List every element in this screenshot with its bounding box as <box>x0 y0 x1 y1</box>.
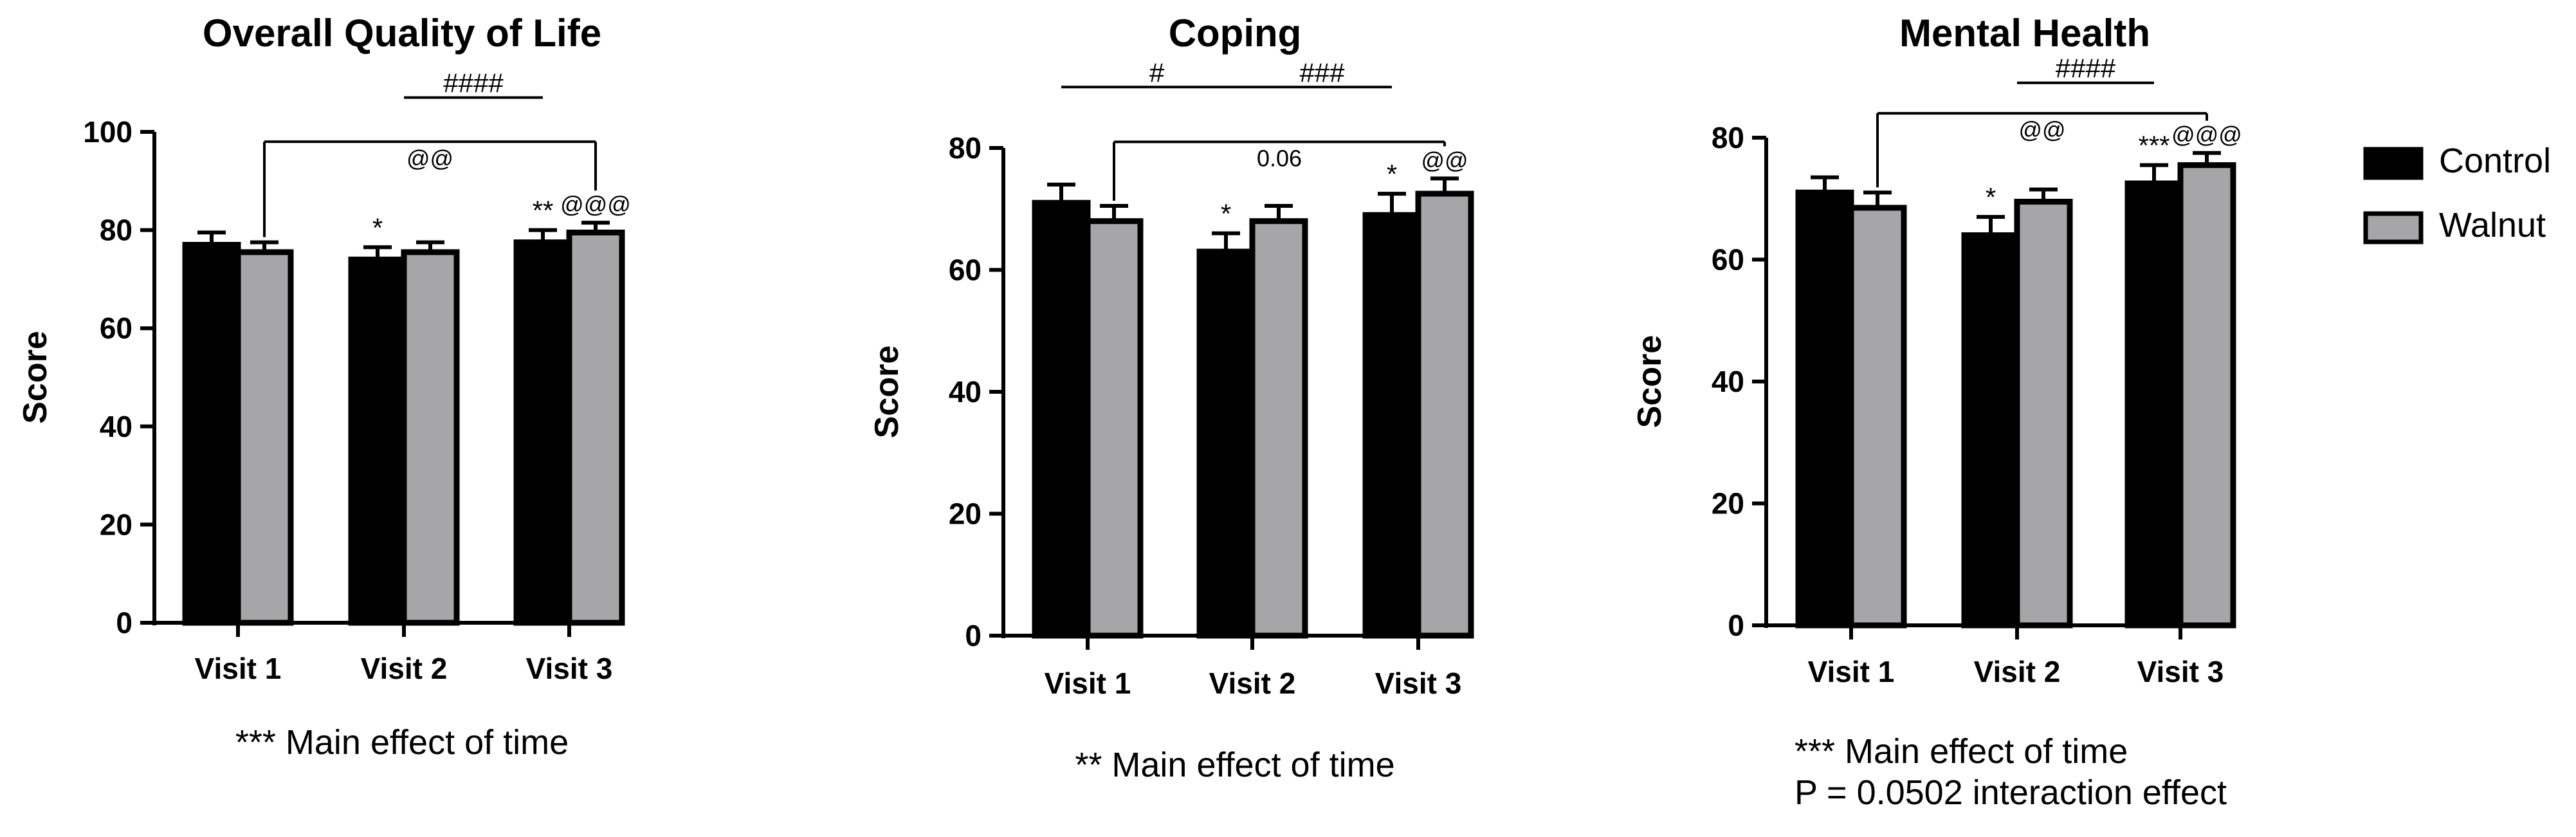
bar-walnut-visit-3 <box>566 229 625 626</box>
footnote-text: *** Main effect of time <box>1795 732 2128 771</box>
bar-control-visit-2 <box>1961 232 2020 629</box>
bar-walnut-visit-3 <box>2177 162 2236 629</box>
y-tick-label: 100 <box>83 115 132 149</box>
x-category-label: Visit 3 <box>1375 667 1462 700</box>
bar-walnut-visit-1 <box>1848 205 1907 629</box>
y-tick-label: 60 <box>100 311 132 345</box>
significance-marker: * <box>1986 182 1996 212</box>
chart-panel-1: Overall Quality of Life Score 0 20 40 60 80 100… <box>17 12 631 762</box>
y-tick-label: 20 <box>100 508 132 541</box>
bracket-label: @@ <box>2018 116 2065 143</box>
chart-title: Mental Health <box>1899 12 2150 55</box>
bar-control-visit-1 <box>182 241 241 626</box>
bar-control-visit-2 <box>348 256 407 626</box>
significance-marker: * <box>1387 159 1397 189</box>
significance-marker: @@@ <box>560 191 631 217</box>
legend-swatch-control <box>2363 147 2424 180</box>
y-tick-label: 20 <box>949 497 982 531</box>
y-tick-label: 80 <box>100 214 132 247</box>
bracket-label: #### <box>2056 53 2116 84</box>
x-category-label: Visit 1 <box>1808 655 1895 688</box>
bracket-label: # <box>1149 57 1165 87</box>
x-category-label: Visit 2 <box>1209 667 1296 700</box>
significance-marker: *** <box>2138 131 2170 161</box>
y-tick-label: 40 <box>1712 365 1744 398</box>
bracket-label: ### <box>1299 57 1345 87</box>
chart-title: Overall Quality of Life <box>203 12 601 55</box>
footnote-text: *** Main effect of time <box>235 723 569 762</box>
legend-label-walnut: Walnut <box>2439 206 2546 244</box>
bar-walnut-visit-1 <box>235 249 294 626</box>
significance-marker: ** <box>533 196 554 226</box>
bar-control-visit-1 <box>1032 199 1091 639</box>
y-tick-label: 20 <box>1712 487 1744 520</box>
bar-walnut-visit-1 <box>1084 218 1144 639</box>
significance-marker: * <box>1221 199 1231 229</box>
y-tick-label: 0 <box>965 619 982 652</box>
y-tick-label: 80 <box>1712 121 1744 154</box>
x-category-label: Visit 1 <box>1045 667 1131 700</box>
bar-walnut-visit-2 <box>401 249 460 626</box>
bar-control-visit-3 <box>513 239 572 626</box>
y-tick-label: 60 <box>1712 243 1744 277</box>
bracket-label: 0.06 <box>1257 145 1302 172</box>
bar-control-visit-2 <box>1196 248 1256 639</box>
bar-walnut-visit-2 <box>1249 218 1308 639</box>
bracket-label: #### <box>443 68 504 98</box>
x-category-label: Visit 1 <box>195 652 282 685</box>
x-category-label: Visit 2 <box>1974 655 2061 688</box>
bracket-label: @@ <box>406 145 453 171</box>
footnote-text: P = 0.0502 interaction effect <box>1795 773 2227 812</box>
legend-label-control: Control <box>2439 142 2551 180</box>
y-tick-label: 80 <box>949 131 982 165</box>
y-axis-label: Score <box>17 331 54 424</box>
bar-walnut-visit-2 <box>2014 198 2073 629</box>
x-category-label: Visit 3 <box>526 652 613 685</box>
bar-walnut-visit-3 <box>1415 190 1474 639</box>
y-axis-label: Score <box>1631 335 1668 428</box>
bar-control-visit-3 <box>2124 180 2184 629</box>
legend-swatch-walnut <box>2363 211 2424 244</box>
y-tick-label: 0 <box>116 606 132 639</box>
y-tick-label: 0 <box>1728 609 1744 642</box>
footnote-text: ** Main effect of time <box>1075 746 1394 784</box>
chart-title: Coping <box>1169 12 1302 55</box>
y-tick-label: 60 <box>949 253 982 287</box>
x-category-label: Visit 2 <box>361 652 448 685</box>
bar-control-visit-1 <box>1795 189 1854 629</box>
y-tick-label: 40 <box>949 375 982 409</box>
y-tick-label: 40 <box>100 410 132 443</box>
significance-marker: * <box>372 212 383 243</box>
chart-panel-3: Mental Health Score 0 20 40 60 80 Visit 1 Visit … <box>1631 12 2242 812</box>
significance-marker: @@@ <box>2171 122 2242 148</box>
legend: Control Walnut <box>2363 142 2551 244</box>
y-axis-label: Score <box>868 345 906 439</box>
x-category-label: Visit 3 <box>2137 655 2224 688</box>
bar-control-visit-3 <box>1362 212 1421 639</box>
significance-marker: @@ <box>1421 147 1468 173</box>
chart-panel-2: Coping Score 0 20 40 60 80 Visit 1 Visit 2 Visit … <box>868 12 1474 784</box>
